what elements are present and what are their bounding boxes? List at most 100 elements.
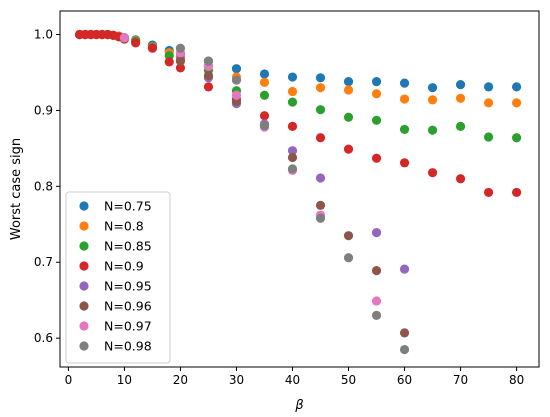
data-point — [164, 57, 174, 67]
data-point — [203, 82, 214, 92]
data-point — [287, 97, 298, 107]
legend-label: N=0.8 — [104, 219, 144, 234]
data-point — [315, 133, 326, 143]
data-point — [343, 76, 354, 87]
x-tick-label: 40 — [285, 373, 300, 387]
legend-label: N=0.85 — [104, 239, 152, 254]
data-point — [511, 98, 522, 108]
data-point — [259, 90, 270, 100]
legend-marker — [79, 281, 89, 291]
data-point — [315, 83, 326, 93]
data-point — [399, 158, 410, 168]
series-N=0.75 — [75, 29, 522, 93]
data-point — [371, 153, 382, 163]
x-tick-label: 50 — [341, 373, 356, 387]
data-point — [371, 89, 382, 99]
data-point — [371, 310, 382, 320]
y-tick-label: 0.9 — [34, 103, 53, 117]
series-N=0.8 — [75, 29, 522, 108]
data-point — [455, 80, 466, 90]
x-tick-label: 60 — [397, 373, 412, 387]
data-point — [483, 82, 494, 92]
series-N=0.9 — [75, 29, 522, 198]
data-point — [399, 344, 410, 355]
data-point — [399, 328, 410, 338]
data-point — [399, 264, 410, 274]
data-point — [231, 75, 242, 85]
data-point — [175, 56, 186, 66]
data-point — [315, 213, 326, 223]
data-point — [259, 69, 270, 79]
data-point — [371, 296, 382, 306]
legend-box — [65, 191, 171, 364]
data-point — [315, 200, 326, 210]
data-point — [511, 82, 522, 92]
data-point — [259, 111, 270, 121]
data-point — [455, 174, 466, 184]
data-point — [455, 121, 466, 131]
data-point — [231, 90, 242, 100]
data-point — [147, 43, 158, 53]
x-tick-label: 10 — [117, 373, 132, 387]
legend: N=0.75 N=0.8 N=0.85 N=0.9 N=0.95 N=0.96 N=0.97… — [65, 191, 171, 364]
data-point — [427, 95, 438, 105]
y-axis: 0.6 0.7 0.8 0.9 1.0 — [34, 28, 60, 345]
data-point — [371, 265, 382, 276]
data-point — [427, 168, 438, 178]
plot-area — [75, 29, 522, 355]
data-point — [259, 121, 270, 131]
data-point — [315, 73, 326, 83]
data-point — [203, 70, 214, 81]
data-point — [287, 121, 298, 131]
data-point — [399, 94, 410, 104]
legend-marker — [79, 321, 89, 331]
legend-label: N=0.97 — [104, 319, 152, 334]
legend-label: N=0.96 — [104, 299, 152, 314]
data-point — [399, 78, 410, 88]
x-tick-label: 0 — [65, 373, 73, 387]
data-point — [483, 132, 494, 142]
data-point — [343, 231, 354, 241]
data-point — [427, 83, 438, 93]
data-point — [483, 98, 494, 108]
data-point — [343, 112, 354, 122]
x-tick-label: 30 — [229, 373, 244, 387]
x-tick-label: 20 — [173, 373, 188, 387]
legend-marker — [79, 221, 89, 231]
x-tick-label: 70 — [453, 373, 468, 387]
legend-label: N=0.95 — [104, 279, 152, 294]
data-point — [131, 38, 141, 48]
data-point — [287, 86, 298, 97]
y-tick-label: 0.8 — [34, 179, 53, 193]
data-point — [287, 72, 298, 82]
data-point — [343, 144, 354, 154]
series-N=0.85 — [75, 29, 522, 143]
series-N=0.98 — [175, 43, 410, 355]
data-point — [203, 56, 214, 66]
data-point — [511, 187, 522, 198]
data-point — [231, 64, 242, 74]
y-tick-label: 0.6 — [34, 331, 53, 345]
data-point — [287, 152, 298, 163]
legend-label: N=0.98 — [104, 339, 152, 354]
x-axis-label: β — [294, 398, 303, 413]
data-point — [287, 146, 298, 156]
data-point — [427, 125, 438, 135]
data-point — [315, 173, 326, 183]
data-point — [315, 105, 326, 115]
data-point — [483, 187, 494, 198]
x-tick-label: 80 — [509, 373, 524, 387]
data-point — [287, 164, 298, 174]
y-axis-label: Worst case sign — [9, 138, 24, 240]
x-axis: 0 10 20 30 40 50 60 70 80 — [65, 367, 524, 387]
legend-marker — [79, 201, 89, 211]
data-point — [259, 77, 270, 87]
legend-marker — [79, 301, 89, 311]
y-tick-label: 0.7 — [34, 255, 53, 269]
legend-marker — [79, 241, 89, 251]
data-point — [399, 124, 410, 135]
data-point — [175, 43, 186, 53]
y-tick-label: 1.0 — [34, 28, 53, 42]
data-point — [371, 228, 382, 238]
axes-frame — [59, 10, 540, 368]
